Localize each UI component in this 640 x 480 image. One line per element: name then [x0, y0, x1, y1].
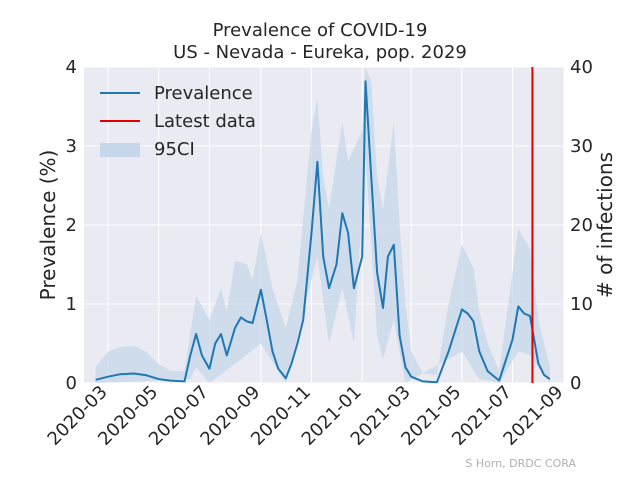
legend: Prevalence Latest data 95CI	[100, 83, 256, 160]
y2-tick-label: 0	[570, 373, 581, 394]
prevalence-line	[95, 80, 551, 384]
y2-axis-label: # of infections	[593, 152, 617, 298]
y-tick-label: 4	[66, 57, 77, 78]
legend-swatch-95ci	[100, 143, 140, 157]
ci-band	[95, 67, 550, 383]
y2-tick-label: 40	[570, 57, 593, 78]
y2-tick-label: 10	[570, 294, 593, 315]
y-axis-label: Prevalence (%)	[36, 150, 60, 301]
y-tick-label: 0	[66, 373, 77, 394]
legend-label-latest-data: Latest data	[154, 111, 256, 132]
y-tick-label: 1	[66, 294, 77, 315]
y-tick-label: 2	[66, 215, 77, 236]
legend-label-95ci: 95CI	[154, 139, 195, 160]
credit-text: S Horn, DRDC CORA	[465, 457, 576, 470]
chart-title: Prevalence of COVID-19	[213, 20, 428, 41]
chart-subtitle: US - Nevada - Eureka, pop. 2029	[173, 42, 467, 63]
legend-label-prevalence: Prevalence	[154, 83, 253, 104]
y-tick-label: 3	[66, 136, 77, 157]
y2-tick-label: 30	[570, 136, 593, 157]
y2-tick-label: 20	[570, 215, 593, 236]
